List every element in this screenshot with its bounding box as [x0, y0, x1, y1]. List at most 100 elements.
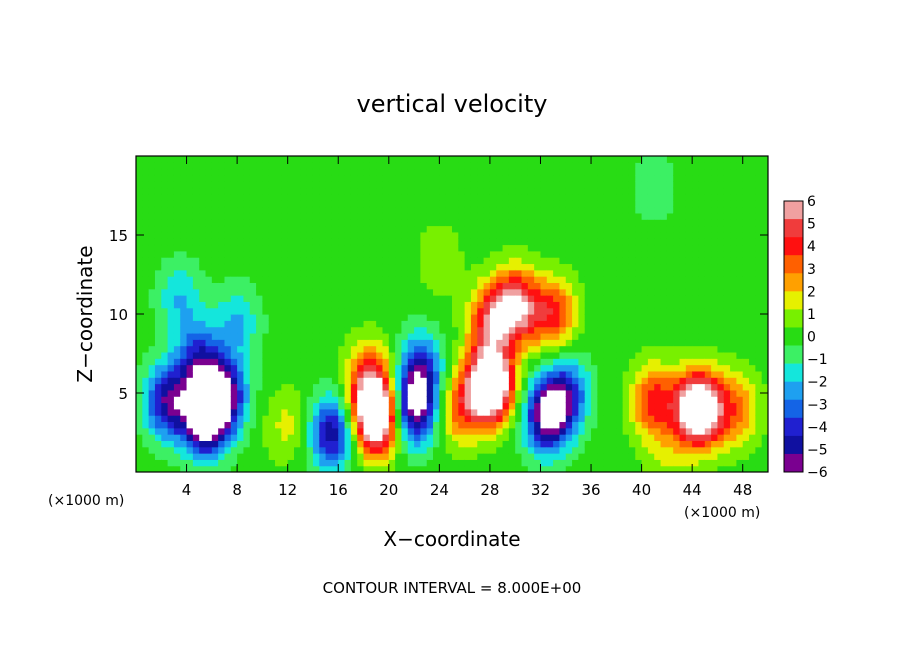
heatmap-cell	[331, 206, 339, 214]
heatmap-cell	[173, 408, 181, 416]
heatmap-cell	[325, 427, 333, 435]
heatmap-cell	[546, 187, 554, 195]
heatmap-cell	[237, 238, 245, 246]
heatmap-cell	[584, 364, 592, 372]
heatmap-cell	[395, 446, 403, 454]
heatmap-cell	[167, 383, 175, 391]
heatmap-cell	[331, 263, 339, 271]
heatmap-cell	[521, 459, 529, 467]
heatmap-cell	[578, 238, 586, 246]
heatmap-cell	[635, 351, 643, 359]
heatmap-cell	[654, 187, 662, 195]
heatmap-cell	[489, 187, 497, 195]
heatmap-cell	[452, 206, 459, 214]
heatmap-cell	[205, 415, 213, 423]
heatmap-cell	[205, 408, 213, 416]
heatmap-cell	[230, 314, 238, 321]
heatmap-cell	[496, 332, 504, 340]
heatmap-cell	[717, 396, 725, 404]
heatmap-cell	[610, 295, 617, 302]
heatmap-cell	[426, 174, 434, 182]
heatmap-cell	[433, 345, 440, 353]
heatmap-cell	[211, 231, 219, 239]
heatmap-cell	[344, 459, 352, 467]
heatmap-cell	[635, 339, 643, 347]
heatmap-cell	[641, 156, 649, 163]
heatmap-cell	[730, 421, 737, 429]
heatmap-cell	[205, 440, 213, 448]
heatmap-cell	[199, 345, 207, 353]
heatmap-cell	[445, 434, 453, 441]
heatmap-cell	[470, 332, 478, 340]
heatmap-cell	[616, 288, 624, 296]
heatmap-cell	[654, 314, 662, 321]
heatmap-cell	[666, 320, 674, 328]
heatmap-cell	[407, 181, 415, 189]
heatmap-cell	[685, 396, 693, 404]
heatmap-cell	[173, 383, 181, 391]
heatmap-cell	[357, 332, 365, 340]
heatmap-cell	[369, 402, 377, 410]
heatmap-cell	[559, 320, 567, 328]
heatmap-cell	[325, 238, 333, 246]
heatmap-cell	[679, 212, 687, 220]
heatmap-cell	[161, 257, 169, 265]
heatmap-cell	[647, 339, 655, 347]
heatmap-cell	[597, 446, 605, 454]
heatmap-cell	[256, 427, 263, 435]
heatmap-cell	[350, 320, 358, 328]
heatmap-cell	[755, 320, 763, 328]
heatmap-cell	[546, 301, 554, 309]
heatmap-cell	[483, 459, 491, 467]
heatmap-cell	[401, 219, 409, 227]
heatmap-cell	[167, 307, 175, 315]
heatmap-cell	[312, 427, 320, 435]
heatmap-cell	[654, 345, 662, 353]
heatmap-cell	[534, 421, 542, 429]
heatmap-cell	[610, 314, 617, 321]
heatmap-cell	[312, 453, 320, 460]
heatmap-cell	[312, 301, 320, 309]
heatmap-cell	[350, 282, 358, 290]
heatmap-cell	[698, 326, 706, 334]
heatmap-cell	[508, 358, 516, 366]
heatmap-cell	[376, 238, 384, 246]
heatmap-cell	[256, 162, 263, 170]
heatmap-cell	[591, 250, 598, 258]
heatmap-cell	[268, 396, 276, 404]
heatmap-cell	[559, 269, 567, 277]
heatmap-cell	[521, 364, 529, 372]
heatmap-cell	[218, 181, 226, 189]
heatmap-cell	[698, 396, 706, 404]
heatmap-cell	[382, 427, 390, 435]
heatmap-cell	[730, 206, 737, 214]
heatmap-cell	[755, 421, 763, 429]
heatmap-cell	[142, 307, 150, 315]
heatmap-cell	[723, 200, 731, 208]
heatmap-cell	[211, 314, 219, 321]
heatmap-cell	[717, 206, 725, 214]
heatmap-cell	[749, 434, 756, 441]
heatmap-cell	[350, 446, 358, 454]
heatmap-cell	[243, 244, 251, 252]
heatmap-cell	[338, 339, 346, 347]
heatmap-cell	[685, 168, 693, 176]
heatmap-cell	[312, 440, 320, 448]
heatmap-cell	[704, 295, 712, 302]
heatmap-cell	[401, 212, 409, 220]
heatmap-cell	[521, 193, 529, 201]
heatmap-cell	[382, 288, 390, 296]
heatmap-cell	[635, 162, 643, 170]
heatmap-cell	[249, 269, 257, 277]
heatmap-cell	[401, 263, 409, 271]
heatmap-cell	[312, 364, 320, 372]
heatmap-cell	[717, 408, 725, 416]
heatmap-cell	[534, 465, 542, 472]
heatmap-cell	[407, 402, 415, 410]
heatmap-cell	[496, 200, 504, 208]
heatmap-cell	[401, 206, 409, 214]
heatmap-cell	[173, 250, 181, 258]
heatmap-cell	[742, 269, 750, 277]
heatmap-cell	[211, 440, 219, 448]
heatmap-cell	[388, 181, 396, 189]
